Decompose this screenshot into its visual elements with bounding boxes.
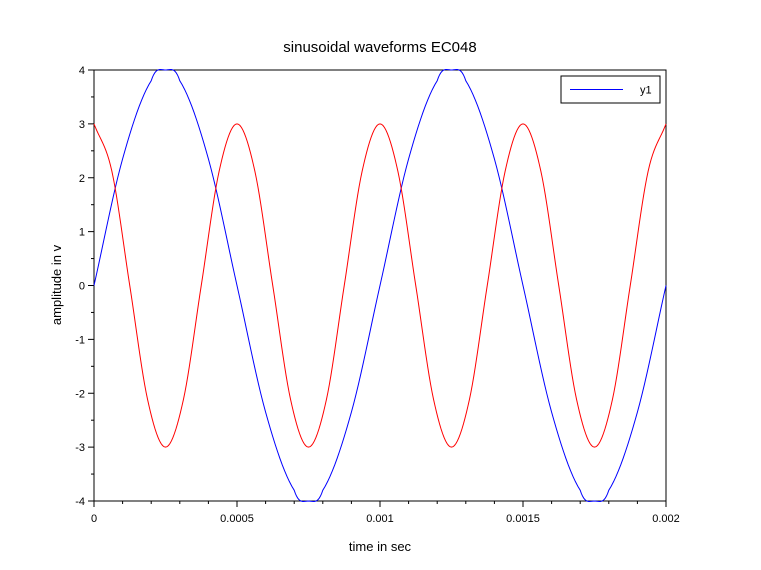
y-tick-label: 2	[79, 173, 85, 185]
x-tick-label: 0.001	[366, 513, 394, 525]
x-tick-label: 0.0015	[506, 513, 540, 525]
series-line-series-2	[93, 123, 667, 448]
series-line-y1	[93, 68, 667, 503]
y-axis-label: amplitude in v	[49, 244, 64, 325]
y-tick-label: 4	[79, 65, 85, 77]
plot-area: 0 0.0005 0.001 0.0015 0.002 -4 -3 -2 -1 0 1 2 3 4 y1	[75, 65, 680, 525]
y-tick-label: 3	[79, 119, 85, 131]
y-tick-label: -3	[75, 442, 85, 454]
y-tick-label: 1	[79, 227, 85, 239]
y-tick-label: -1	[75, 334, 85, 346]
x-axis-label: time in sec	[349, 539, 412, 554]
y-tick-label: -4	[75, 496, 85, 508]
chart-title: sinusoidal waveforms EC048	[283, 39, 476, 56]
y-tick-label: -2	[75, 388, 85, 400]
x-tick-label: 0.002	[652, 513, 680, 525]
y-tick-label: 0	[79, 281, 85, 293]
x-tick-label: 0	[91, 513, 97, 525]
x-tick-label: 0.0005	[220, 513, 254, 525]
legend-label: y1	[640, 85, 652, 97]
